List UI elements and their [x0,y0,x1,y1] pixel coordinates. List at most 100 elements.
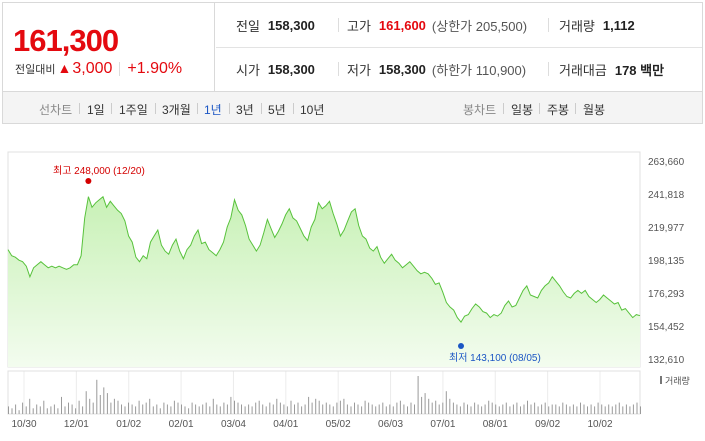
volume-bar [202,404,204,414]
period-selector: 선차트 1일 1주일 3개월 1년 3년 5년 10년 봉차트 일봉 주봉 월봉 [2,92,703,124]
volume-bar [555,404,557,414]
volume-bar [629,406,631,414]
volume-bar [248,404,250,414]
volume-bar [407,406,408,414]
x-tick-label: 10/30 [11,419,36,430]
volume-bar [85,391,87,414]
volume-bar [604,406,606,414]
divider [216,47,702,48]
candle-chart-label: 봉차트 [463,103,497,117]
period-5y-button[interactable]: 5년 [268,103,286,117]
monthly-candle-button[interactable]: 월봉 [583,103,606,117]
x-tick-label: 09/02 [535,419,560,430]
low-annotation: 최저 143,100 (08/05) [449,352,541,364]
volume-bar [505,402,507,414]
low-marker [457,343,464,349]
volume-bar [223,402,225,414]
volume-bar [329,404,331,414]
day-high: 고가 161,600 (상한가 205,500) [347,3,527,47]
y-tick-label: 263,660 [648,157,685,168]
volume-bar [103,387,105,414]
weekly-candle-button[interactable]: 주봉 [547,103,570,117]
volume-bar [36,404,38,414]
volume-bar [142,404,144,414]
period-1d-button[interactable]: 1일 [87,103,105,117]
volume-bar [43,400,45,414]
volume-bar [205,402,207,414]
volume-bar [558,406,560,414]
volume-bar [512,404,514,414]
volume-bar [128,402,129,414]
volume-bar [163,402,165,414]
volume-bar [615,404,617,414]
volume-bar [234,400,235,414]
volume-bar [297,402,299,414]
volume-bar [385,406,387,414]
volume-bar [181,404,182,414]
volume-bar [445,391,447,414]
volume-bar [283,404,285,414]
volume-bar [417,376,419,414]
divider [293,103,294,114]
volume-bar [382,402,384,414]
x-tick-label: 10/02 [587,419,612,430]
y-tick-label: 176,293 [648,289,685,300]
x-tick-label: 07/01 [430,419,455,430]
y-tick-label: 219,977 [648,223,685,234]
volume-bar [477,404,479,414]
change-label: 전일대비 [15,64,56,76]
volume-legend-swatch [660,376,662,384]
quote-details: 전일 158,300 고가 161,600 (상한가 205,500) 거래량 … [216,3,702,91]
up-arrow-icon: ▲ [57,60,72,76]
volume-bar [601,404,603,414]
divider [548,62,549,76]
volume-bar [209,406,211,414]
volume-bar [551,404,553,414]
divider [229,103,230,114]
volume-bar [71,404,73,414]
volume-bar [262,404,264,414]
volume-bar [304,404,306,414]
volume-bar [276,398,278,414]
volume-bar [587,406,588,414]
volume-bar [583,404,585,414]
volume-bar [569,406,571,414]
volume-bar [149,398,151,414]
volume-bar [212,398,214,414]
quote-panel: 161,300 전일대비 ▲ 3,000 +1.90% 전일 158,300 고… [2,2,703,92]
volume-bar [354,402,355,414]
volume-bar [269,402,271,414]
open: 시가 158,300 [236,47,315,91]
volume-bar [463,402,465,414]
period-3m-button[interactable]: 3개월 [162,103,191,117]
volume-bar [350,406,352,414]
volume-bar [622,406,624,414]
volume-bar [272,404,274,414]
period-3y-button[interactable]: 3년 [236,103,254,117]
volume-bar [576,406,578,414]
period-10y-button[interactable]: 10년 [300,103,325,117]
daily-candle-button[interactable]: 일봉 [511,103,534,117]
prev-close-label: 전일 [236,18,260,34]
volume-bar [138,400,140,414]
volume-bar [389,404,391,414]
volume-bar [322,404,324,414]
volume-bar [488,400,490,414]
volume-bar [195,404,197,414]
period-1y-button[interactable]: 1년 [204,103,222,117]
divider [155,103,156,114]
x-tick-label: 05/02 [326,419,351,430]
volume-bar [580,402,581,414]
volume-bar [452,402,454,414]
volume: 거래량 1,112 [559,3,635,47]
volume-bar [99,395,101,414]
volume-bar [89,398,91,414]
period-1w-button[interactable]: 1주일 [119,103,148,117]
high-annotation: 최고 248,000 (12/20) [53,165,145,177]
volume-bar [594,406,596,414]
volume-bar [523,404,525,414]
volume-bar [565,404,567,414]
divider [119,62,121,76]
upper-limit: (상한가 205,500) [431,18,528,34]
volume-bar [96,379,98,414]
